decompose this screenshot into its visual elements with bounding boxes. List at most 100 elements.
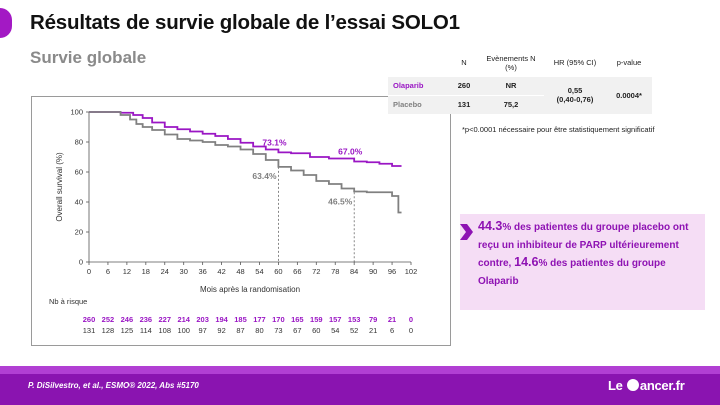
brand-left: Le bbox=[608, 378, 626, 393]
risk-count-placebo: 21 bbox=[369, 326, 377, 335]
risk-count-placebo: 97 bbox=[198, 326, 206, 335]
risk-count-placebo: 114 bbox=[140, 326, 152, 335]
annotation-label: 46.5% bbox=[328, 196, 353, 206]
stats-header-hr: HR (95% CI) bbox=[553, 58, 597, 68]
x-tick-label: 54 bbox=[255, 267, 263, 276]
callout-box bbox=[460, 214, 705, 310]
title-bar: Résultats de survie globale de l’essai S… bbox=[0, 0, 720, 44]
chevron-right-icon bbox=[460, 224, 473, 240]
risk-count-olaparib: 170 bbox=[272, 315, 285, 324]
risk-count-placebo: 0 bbox=[409, 326, 413, 335]
risk-count-olaparib: 214 bbox=[177, 315, 190, 324]
annotation-label: 63.4% bbox=[252, 171, 277, 181]
title-accent bbox=[0, 8, 12, 38]
callout-text: 44.3% des patientes du groupe placebo on… bbox=[478, 218, 703, 290]
risk-count-placebo: 92 bbox=[217, 326, 225, 335]
brand-right: ancer.fr bbox=[639, 378, 685, 393]
stats-header-pvalue: p-value bbox=[616, 58, 642, 68]
x-tick-label: 42 bbox=[217, 267, 225, 276]
x-tick-label: 84 bbox=[350, 267, 358, 276]
stats-hr: 0,55 (0,40-0,76) bbox=[544, 75, 606, 114]
risk-count-olaparib: 177 bbox=[253, 315, 266, 324]
y-tick-label: 40 bbox=[75, 198, 83, 207]
x-tick-label: 78 bbox=[331, 267, 339, 276]
risk-count-olaparib: 194 bbox=[215, 315, 228, 324]
x-tick-label: 60 bbox=[274, 267, 282, 276]
y-axis-label: Overall survival (%) bbox=[55, 152, 64, 222]
x-tick-label: 30 bbox=[180, 267, 188, 276]
stats-n-olaparib: 260 bbox=[450, 75, 478, 95]
x-tick-label: 6 bbox=[106, 267, 110, 276]
stats-hr-ci: (0,40-0,76) bbox=[556, 95, 594, 105]
risk-count-olaparib: 252 bbox=[102, 315, 115, 324]
stats-events-placebo: 75,2 bbox=[478, 94, 544, 114]
risk-table-label: Nb à risque bbox=[49, 297, 87, 306]
risk-count-olaparib: 157 bbox=[329, 315, 342, 324]
footer-band bbox=[0, 366, 720, 374]
risk-count-olaparib: 185 bbox=[234, 315, 247, 324]
stats-events-olaparib: NR bbox=[478, 75, 544, 95]
x-tick-label: 102 bbox=[405, 267, 418, 276]
risk-count-placebo: 67 bbox=[293, 326, 301, 335]
risk-count-olaparib: 203 bbox=[196, 315, 209, 324]
y-tick-label: 100 bbox=[70, 108, 83, 117]
callout-value-placebo: 44.3 bbox=[478, 219, 503, 233]
stats-footnote: *p<0.0001 nécessaire pour être statistiq… bbox=[462, 125, 655, 134]
annotation-label: 67.0% bbox=[338, 147, 363, 157]
x-tick-label: 18 bbox=[142, 267, 150, 276]
risk-count-olaparib: 165 bbox=[291, 315, 304, 324]
citation: P. DiSilvestro, et al., ESMO® 2022, Abs … bbox=[28, 381, 199, 390]
page-title: Résultats de survie globale de l’essai S… bbox=[30, 11, 460, 34]
risk-count-olaparib: 153 bbox=[348, 315, 361, 324]
series-line-olaparib bbox=[89, 111, 402, 167]
stats-label-olaparib: Olaparib bbox=[388, 75, 450, 95]
callout-value-olaparib: 14.6 bbox=[514, 255, 539, 269]
x-tick-label: 90 bbox=[369, 267, 377, 276]
callout-part-3: % des patientes du groupe Olaparib bbox=[478, 258, 666, 287]
risk-count-olaparib: 246 bbox=[121, 315, 134, 324]
risk-count-placebo: 6 bbox=[390, 326, 394, 335]
risk-count-olaparib: 260 bbox=[83, 315, 96, 324]
risk-count-olaparib: 79 bbox=[369, 315, 377, 324]
risk-count-placebo: 54 bbox=[331, 326, 339, 335]
risk-count-placebo: 108 bbox=[159, 326, 172, 335]
stats-header-row: N Evènements N (%) HR (95% CI) p-value bbox=[388, 50, 652, 76]
annotation-label: 73.1% bbox=[262, 137, 287, 147]
stats-pvalue: 0.0004* bbox=[606, 75, 652, 114]
stats-header-events: Evènements N (%) bbox=[486, 53, 536, 72]
risk-count-placebo: 131 bbox=[83, 326, 96, 335]
risk-count-placebo: 60 bbox=[312, 326, 320, 335]
chart-frame bbox=[31, 96, 451, 346]
stats-row-olaparib: Olaparib 260 NR 0,55 (0,40-0,76) 0.0004* bbox=[388, 75, 652, 114]
brand-dot-icon bbox=[626, 379, 639, 391]
x-tick-label: 24 bbox=[161, 267, 169, 276]
x-tick-label: 66 bbox=[293, 267, 301, 276]
callout-part-1: % des patientes du groupe placebo ont re… bbox=[478, 222, 689, 269]
risk-count-placebo: 128 bbox=[102, 326, 115, 335]
y-tick-label: 0 bbox=[79, 258, 83, 267]
risk-count-olaparib: 21 bbox=[388, 315, 396, 324]
risk-count-placebo: 125 bbox=[121, 326, 134, 335]
x-tick-label: 0 bbox=[87, 267, 91, 276]
stats-header-empty bbox=[388, 50, 450, 76]
x-tick-label: 72 bbox=[312, 267, 320, 276]
x-tick-label: 96 bbox=[388, 267, 396, 276]
chart-subtitle: Survie globale bbox=[30, 48, 147, 67]
risk-count-olaparib: 236 bbox=[140, 315, 153, 324]
x-axis-label: Mois après la randomisation bbox=[200, 285, 300, 294]
risk-count-olaparib: 0 bbox=[409, 315, 413, 324]
stats-header-n: N bbox=[461, 58, 467, 68]
risk-count-olaparib: 227 bbox=[159, 315, 172, 324]
risk-count-placebo: 87 bbox=[236, 326, 244, 335]
stats-label-placebo: Placebo bbox=[388, 94, 450, 114]
stats-hr-value: 0,55 bbox=[567, 86, 583, 96]
y-tick-label: 20 bbox=[75, 228, 83, 237]
risk-count-placebo: 73 bbox=[274, 326, 282, 335]
risk-count-olaparib: 159 bbox=[310, 315, 323, 324]
stats-table: N Evènements N (%) HR (95% CI) p-value O… bbox=[388, 50, 652, 114]
y-tick-label: 60 bbox=[75, 168, 83, 177]
brand-logo: Le ancer.fr bbox=[608, 378, 685, 393]
y-tick-label: 80 bbox=[75, 138, 83, 147]
series-line-placebo bbox=[89, 111, 402, 214]
